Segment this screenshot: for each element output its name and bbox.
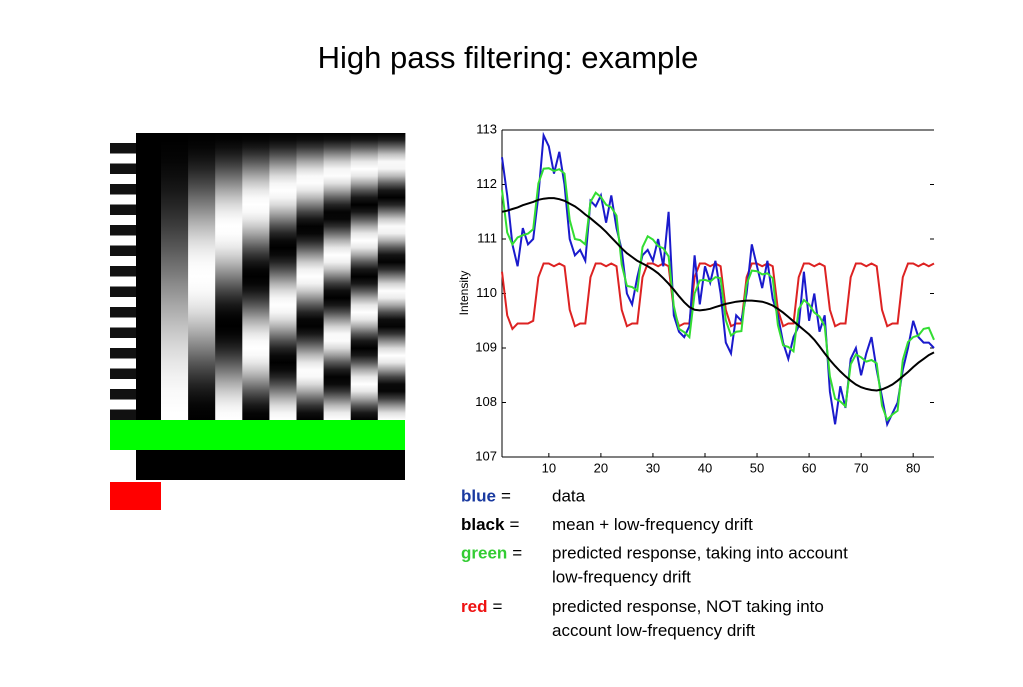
y-tick-label: 113 (476, 121, 497, 136)
drift-column (323, 133, 352, 420)
series-line (501, 167, 935, 422)
stripe (110, 307, 136, 318)
stripe (110, 399, 136, 410)
stripe (110, 327, 136, 338)
legend-description: low-frequency drift (552, 567, 691, 586)
stripe (110, 297, 136, 307)
legend-key: red (461, 597, 487, 616)
drift-column (296, 133, 325, 420)
stripe (110, 235, 136, 246)
y-axis-label: Intensity (457, 271, 471, 316)
legend-key: blue (461, 486, 496, 505)
y-tick-label: 110 (476, 285, 497, 300)
legend-description: data (552, 486, 586, 505)
legend-description: account low-frequency drift (552, 621, 755, 640)
stripe (110, 348, 136, 359)
constant-column (136, 133, 161, 420)
stripe (110, 389, 136, 400)
legend-description: predicted response, NOT taking into (552, 597, 824, 616)
series-line (501, 197, 935, 392)
stripe (110, 174, 136, 184)
legend-key: green (461, 543, 507, 562)
series-line (501, 262, 935, 331)
drift-column (242, 133, 270, 420)
plot-area (502, 130, 934, 457)
black-bar (136, 450, 405, 480)
stripe (110, 194, 136, 205)
drift-column (350, 133, 379, 420)
x-tick-label: 80 (906, 460, 920, 475)
stripe (110, 225, 136, 236)
drift-column (269, 133, 297, 420)
drift-column (188, 133, 216, 420)
legend-equals: = (512, 543, 522, 562)
stripe (110, 133, 136, 143)
design-matrix (110, 133, 406, 510)
stripe (110, 184, 136, 195)
stripe (110, 409, 136, 420)
stripe (110, 204, 136, 215)
stripe (110, 153, 136, 164)
stripe (110, 215, 136, 225)
stripe (110, 276, 136, 287)
red-box (110, 482, 161, 510)
stripe (110, 163, 136, 174)
stripe (110, 317, 136, 328)
legend-equals: = (492, 597, 502, 616)
y-tick-label: 109 (475, 339, 497, 354)
green-bar (110, 420, 405, 450)
slide-title: High pass filtering: example (318, 40, 699, 75)
stripe (110, 245, 136, 256)
x-tick-label: 10 (542, 460, 556, 475)
drift-column (215, 133, 243, 420)
drift-column (161, 133, 189, 420)
legend-equals: = (501, 486, 511, 505)
stripe (110, 368, 136, 379)
y-tick-label: 112 (476, 176, 497, 191)
x-tick-label: 40 (698, 460, 712, 475)
stripe (110, 379, 136, 389)
drift-column (377, 133, 406, 420)
x-tick-label: 30 (646, 460, 660, 475)
x-tick-label: 50 (750, 460, 764, 475)
x-tick-label: 60 (802, 460, 816, 475)
stripe (110, 256, 136, 266)
stripe (110, 358, 136, 369)
stripe (110, 286, 136, 297)
stripe (110, 143, 136, 154)
legend-equals: = (509, 515, 519, 534)
y-tick-label: 111 (477, 230, 497, 245)
x-tick-label: 70 (854, 460, 868, 475)
legend-description: mean + low-frequency drift (552, 515, 753, 534)
y-tick-label: 108 (475, 394, 497, 409)
legend-description: predicted response, taking into account (552, 543, 848, 562)
legend-key: black (461, 515, 505, 534)
x-tick-label: 20 (594, 460, 608, 475)
stripe (110, 266, 136, 277)
y-tick-label: 107 (475, 448, 497, 463)
stripe (110, 338, 136, 348)
